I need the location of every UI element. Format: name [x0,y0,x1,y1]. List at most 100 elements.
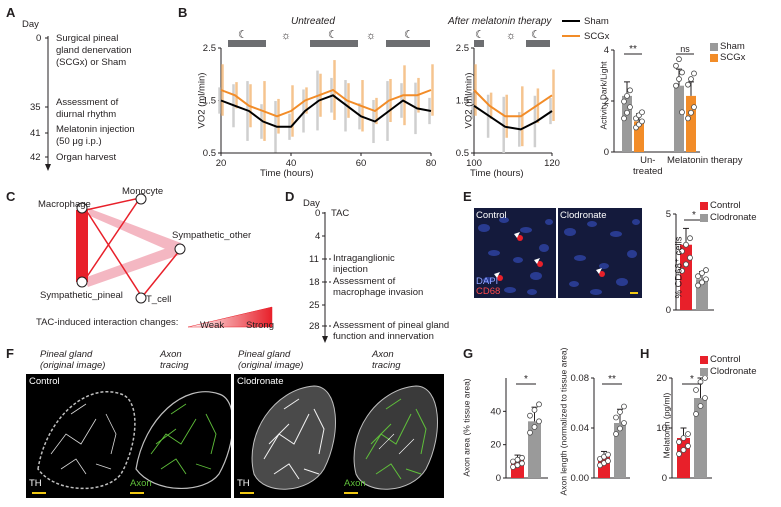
data-point [683,241,689,248]
f-col3-line2: (original image) [238,360,304,371]
f-col2-line2: tracing [160,360,189,371]
e-control-label: Control [476,210,507,221]
f-axon-label-1: Axon [130,478,152,489]
bar-0 [622,95,632,152]
x-tick-label: 80 [426,158,437,169]
panel-label-b: B [178,5,188,20]
bar-2 [674,85,684,152]
light-dark-bars [228,40,550,47]
panel-label-e: E [463,189,472,204]
e-clodronate-label: Clodronate [560,210,607,221]
timeline-a-axis [45,36,51,171]
data-point [687,235,693,242]
timeline-d-day-25: 25 [309,300,320,311]
timeline-d-event-28-line2: function and innervation [333,331,434,342]
timeline-a-day-42: 42 [30,152,41,163]
data-point [687,254,693,261]
f-col1-line1: Pineal gland [40,349,93,360]
data-point [691,70,697,77]
b2-xlabel: Time (hours) [470,168,524,179]
node-t-cell: T_cell [146,294,172,305]
data-point [676,451,682,457]
timeline-d-day-28: 28 [309,321,320,332]
data-point [639,109,645,116]
timeline-d-event-28-line1: Assessment of pineal gland [333,320,450,331]
y-tick-label: 0.04 [571,423,590,434]
data-point [683,261,689,268]
timeline-d-event-18-line2: macrophage invasion [333,287,424,298]
f-clodronate-label: Clodronate [237,376,284,387]
data-point [673,62,679,69]
data-point [688,76,694,82]
timeline-a-day-label: Day [22,19,39,30]
series-line-scgx [220,89,432,118]
f-th-label-1: TH [29,478,42,489]
data-point [691,104,697,111]
activity-bar-chart: 0 2 4 ** ns [604,44,700,158]
timeline-d-event-18-line1: Assessment of [333,276,396,287]
e-cd68-label: CD68 [476,286,501,297]
panel-b-title-melatonin: After melatonin therapy [448,16,552,27]
data-point [699,279,705,286]
panel-b-title-untreated: Untreated [291,16,335,27]
b3-cat-melatonin: Melatonin therapy [667,155,743,166]
e-legend-control: Control [710,200,741,211]
y-tick-label: 0 [604,147,609,158]
data-point [639,118,645,125]
data-point [519,454,525,461]
series-line-sham [473,104,553,131]
f-col3-line1: Pineal gland [238,349,291,360]
timeline-a-event-1-line2: diurnal rhythm [56,109,117,120]
moon-icon: ☾ [531,29,541,41]
timeline-d-day-11: 11 [309,254,319,265]
timeline-a-event-1-line1: Assessment of [56,97,119,108]
moon-icon: ☾ [328,29,338,41]
timeline-d-event-11-line2: injection [333,264,368,275]
significance-label: * [692,210,696,221]
legend-scgx: SCGx [584,31,610,42]
data-point [703,276,709,283]
data-point [685,443,691,449]
data-point [688,109,694,116]
panel-label-c: C [6,189,16,204]
data-point [697,403,704,409]
y-tick-label: 0.00 [571,473,590,484]
data-point [702,395,708,401]
node-sympathetic-pineal: Sympathetic_pineal [40,290,123,301]
h-legend-control: Control [710,354,741,365]
x-tick-label: 20 [216,158,227,169]
y-tick-label: 2.5 [203,43,216,54]
significance-label: ** [608,374,616,385]
f-axon-label-2: Axon [344,478,366,489]
timeline-d-day-0: 0 [315,208,321,219]
node-monocyte: Monocyte [122,186,164,197]
data-point [621,98,627,105]
significance-label: * [524,374,528,385]
data-point [699,270,705,277]
series-line-scgx [473,89,553,118]
timeline-d-day-18: 18 [309,277,320,288]
x-tick-label: 60 [356,158,367,169]
data-point [676,76,682,82]
panel-label-g: G [463,346,474,361]
y-tick-label: 0.08 [571,373,590,384]
y-tick-label: 4 [604,45,609,56]
data-point [527,412,533,419]
legend-weak: Weak [200,320,225,331]
timeline-d-event-0: TAC [331,208,350,219]
h-legend-clodronate: Clodronate [710,366,757,377]
pineal-clodronate-image: Clodronate TH Axon [234,374,444,498]
e-dapi-label: DAPI [476,276,499,287]
panel-label-d: D [285,189,295,204]
data-point [693,387,699,393]
y-tick-label: 1.5 [203,96,216,107]
vo2-untreated-chart: 0.5 1.5 2.5 20 40 60 80 [203,43,437,169]
timeline-a-day-41: 41 [30,128,41,139]
data-point [680,435,687,441]
data-point [621,403,627,410]
micrograph-control: Control DAPI CD68 [474,208,556,298]
data-point [685,431,691,437]
cd68-bar-chart: 0 5 * [666,209,714,316]
timeline-a-event-0-line3: (SCGx) or Sham [56,57,127,68]
